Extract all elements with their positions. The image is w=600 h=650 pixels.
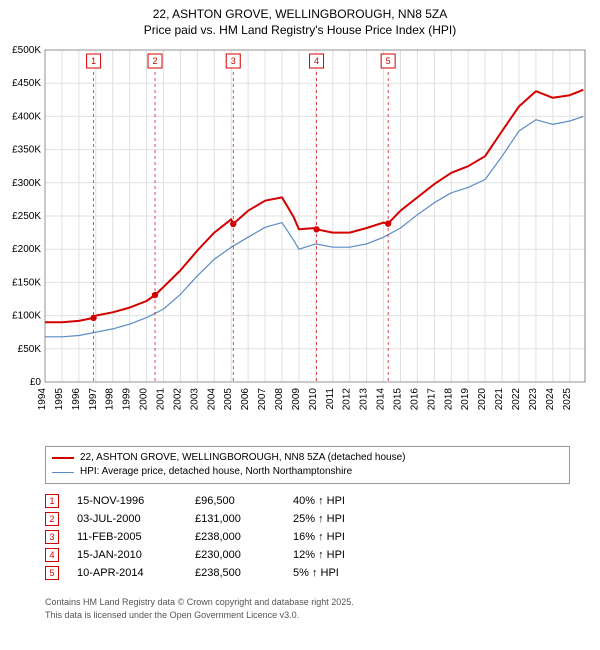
- table-row: 2 03-JUL-2000 £131,000 25% ↑ HPI: [45, 510, 570, 528]
- svg-text:1997: 1997: [88, 388, 99, 411]
- footer-line-1: Contains HM Land Registry data © Crown c…: [45, 596, 570, 608]
- svg-text:2010: 2010: [308, 388, 319, 411]
- svg-text:£500K: £500K: [12, 45, 41, 56]
- svg-text:2001: 2001: [155, 388, 166, 411]
- svg-text:£200K: £200K: [12, 245, 41, 256]
- legend-label-price-paid: 22, ASHTON GROVE, WELLINGBOROUGH, NN8 5Z…: [80, 451, 406, 465]
- sale-delta: 12% ↑ HPI: [293, 549, 393, 561]
- svg-text:2020: 2020: [477, 388, 488, 411]
- svg-text:£50K: £50K: [18, 344, 42, 355]
- svg-text:2008: 2008: [274, 388, 285, 411]
- table-row: 5 10-APR-2014 £238,500 5% ↑ HPI: [45, 564, 570, 582]
- svg-text:2002: 2002: [172, 388, 183, 411]
- svg-text:1994: 1994: [37, 388, 48, 411]
- title-line-1: 22, ASHTON GROVE, WELLINGBOROUGH, NN8 5Z…: [0, 6, 600, 22]
- sale-delta: 40% ↑ HPI: [293, 495, 393, 507]
- svg-text:2: 2: [153, 56, 158, 66]
- svg-text:1998: 1998: [105, 388, 116, 411]
- svg-text:£0: £0: [30, 377, 42, 388]
- svg-text:2022: 2022: [511, 388, 522, 411]
- sale-marker-4: 4: [45, 548, 59, 562]
- legend-box: 22, ASHTON GROVE, WELLINGBOROUGH, NN8 5Z…: [45, 446, 570, 484]
- svg-text:2009: 2009: [291, 388, 302, 411]
- svg-text:2007: 2007: [257, 388, 268, 411]
- sale-marker-1: 1: [45, 494, 59, 508]
- svg-text:2017: 2017: [426, 388, 437, 411]
- chart-area: £0 £50K £100K £150K £200K £250K £300K £350K £400…: [0, 42, 600, 442]
- sale-delta: 5% ↑ HPI: [293, 567, 393, 579]
- footer-attribution: Contains HM Land Registry data © Crown c…: [45, 596, 570, 620]
- sale-price: £230,000: [195, 549, 275, 561]
- sale-date: 15-NOV-1996: [77, 495, 177, 507]
- table-row: 3 11-FEB-2005 £238,000 16% ↑ HPI: [45, 528, 570, 546]
- sale-marker-3: 3: [45, 530, 59, 544]
- svg-text:2006: 2006: [240, 388, 251, 411]
- svg-text:1995: 1995: [54, 388, 65, 411]
- svg-text:2000: 2000: [139, 388, 150, 411]
- svg-text:5: 5: [386, 56, 391, 66]
- svg-text:3: 3: [231, 56, 236, 66]
- svg-text:£250K: £250K: [12, 211, 41, 222]
- svg-text:2003: 2003: [189, 388, 200, 411]
- sale-delta: 25% ↑ HPI: [293, 513, 393, 525]
- sales-table: 1 15-NOV-1996 £96,500 40% ↑ HPI 2 03-JUL…: [45, 492, 570, 582]
- svg-text:2014: 2014: [376, 388, 387, 411]
- sale-price: £96,500: [195, 495, 275, 507]
- table-row: 4 15-JAN-2010 £230,000 12% ↑ HPI: [45, 546, 570, 564]
- sale-price: £238,000: [195, 531, 275, 543]
- svg-text:1: 1: [91, 56, 96, 66]
- svg-text:2018: 2018: [443, 388, 454, 411]
- svg-text:1996: 1996: [71, 388, 82, 411]
- svg-text:2023: 2023: [528, 388, 539, 411]
- footer-line-2: This data is licensed under the Open Gov…: [45, 609, 570, 621]
- svg-text:£150K: £150K: [12, 278, 41, 289]
- svg-text:2024: 2024: [545, 388, 556, 411]
- svg-text:£100K: £100K: [12, 311, 41, 322]
- sale-date: 10-APR-2014: [77, 567, 177, 579]
- sale-date: 11-FEB-2005: [77, 531, 177, 543]
- sale-date: 03-JUL-2000: [77, 513, 177, 525]
- svg-text:2021: 2021: [494, 388, 505, 411]
- sale-price: £238,500: [195, 567, 275, 579]
- svg-text:2011: 2011: [325, 388, 336, 410]
- svg-text:2004: 2004: [206, 388, 217, 411]
- sale-marker-2: 2: [45, 512, 59, 526]
- sale-delta: 16% ↑ HPI: [293, 531, 393, 543]
- svg-text:2019: 2019: [460, 388, 471, 411]
- svg-text:£400K: £400K: [12, 112, 41, 123]
- svg-text:2015: 2015: [392, 388, 403, 411]
- table-row: 1 15-NOV-1996 £96,500 40% ↑ HPI: [45, 492, 570, 510]
- svg-text:1999: 1999: [122, 388, 133, 411]
- svg-text:2012: 2012: [342, 388, 353, 411]
- svg-text:2005: 2005: [223, 388, 234, 411]
- legend-swatch-hpi: [52, 472, 74, 473]
- legend-row-hpi: HPI: Average price, detached house, Nort…: [52, 465, 563, 479]
- chart-title-block: 22, ASHTON GROVE, WELLINGBOROUGH, NN8 5Z…: [0, 0, 600, 42]
- legend-row-price-paid: 22, ASHTON GROVE, WELLINGBOROUGH, NN8 5Z…: [52, 451, 563, 465]
- svg-text:4: 4: [314, 56, 319, 66]
- svg-text:£300K: £300K: [12, 178, 41, 189]
- svg-text:£350K: £350K: [12, 145, 41, 156]
- sale-marker-5: 5: [45, 566, 59, 580]
- legend-label-hpi: HPI: Average price, detached house, Nort…: [80, 465, 352, 479]
- title-line-2: Price paid vs. HM Land Registry's House …: [0, 22, 600, 38]
- price-chart-svg: £0 £50K £100K £150K £200K £250K £300K £350K £400…: [0, 42, 600, 442]
- sale-date: 15-JAN-2010: [77, 549, 177, 561]
- svg-text:£450K: £450K: [12, 79, 41, 90]
- svg-text:2025: 2025: [562, 388, 573, 411]
- svg-text:2016: 2016: [409, 388, 420, 411]
- svg-text:2013: 2013: [359, 388, 370, 411]
- sale-price: £131,000: [195, 513, 275, 525]
- legend-swatch-price-paid: [52, 457, 74, 459]
